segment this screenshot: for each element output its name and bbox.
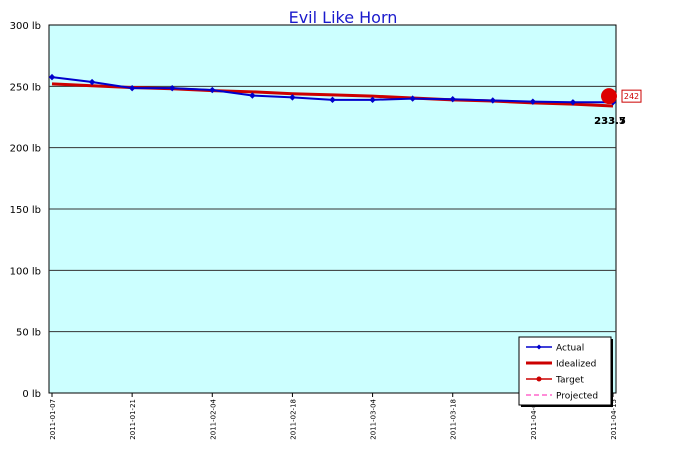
y-tick-label: 200 lb bbox=[10, 144, 41, 155]
y-tick-label: 250 lb bbox=[10, 82, 41, 93]
legend: Actual Idealized Target Projected bbox=[518, 336, 613, 407]
legend-label: Idealized bbox=[556, 360, 596, 370]
x-tick-label: 2011-03-04 bbox=[370, 398, 378, 439]
y-tick-label: 0 lb bbox=[22, 389, 41, 400]
end-value-label: 233.5 bbox=[594, 116, 626, 127]
x-tick-label: 2011-04-15 bbox=[610, 399, 618, 440]
actual-point bbox=[249, 92, 256, 99]
target-marker bbox=[601, 88, 617, 105]
actual-point bbox=[569, 99, 577, 106]
chart-title: Evil Like Horn bbox=[289, 8, 398, 27]
actual-point bbox=[88, 78, 96, 86]
y-tick-label: 50 lb bbox=[16, 328, 41, 339]
x-tick-label: 2011-02-04 bbox=[209, 398, 217, 439]
actual-point bbox=[529, 98, 537, 105]
y-axis-ticks: 0 lb 50 lb 100 lb 150 lb 200 lb 250 lb 300 lb bbox=[10, 21, 41, 400]
gridlines bbox=[49, 85, 616, 333]
y-tick-label: 300 lb bbox=[10, 21, 41, 32]
x-tick-label: 2011-01-21 bbox=[129, 399, 137, 440]
x-tick-label: 2011-03-18 bbox=[450, 399, 458, 440]
actual-point bbox=[409, 95, 416, 102]
target-value-box bbox=[621, 89, 642, 103]
legend-label: Actual bbox=[556, 344, 584, 354]
x-tick-label: 2011-04-01 bbox=[530, 399, 538, 440]
x-tick-label: 2011-02-18 bbox=[289, 399, 297, 440]
legend-marker bbox=[536, 376, 542, 382]
x-tick-label: 2011-01-07 bbox=[49, 399, 57, 440]
legend-marker bbox=[536, 344, 542, 350]
actual-point bbox=[449, 96, 456, 103]
target-value-label: 242 bbox=[624, 92, 639, 101]
actual-point bbox=[369, 96, 376, 104]
legend-label: Target bbox=[555, 376, 584, 386]
actual-point bbox=[329, 96, 336, 104]
actual-point bbox=[128, 84, 136, 92]
actual-point bbox=[209, 86, 216, 94]
actual-point bbox=[289, 94, 296, 101]
legend-box bbox=[518, 336, 612, 406]
y-tick-label: 150 lb bbox=[10, 205, 41, 216]
actual-point bbox=[48, 73, 56, 81]
legend-label: Projected bbox=[556, 392, 598, 402]
end-value-label: 233.7 bbox=[594, 116, 626, 127]
actual-point bbox=[489, 97, 496, 104]
y-tick-label: 100 lb bbox=[10, 266, 41, 277]
actual-point bbox=[169, 84, 176, 92]
x-axis-ticks: 2011-01-07 2011-01-21 2011-02-04 2011-02-18… bbox=[49, 393, 618, 440]
